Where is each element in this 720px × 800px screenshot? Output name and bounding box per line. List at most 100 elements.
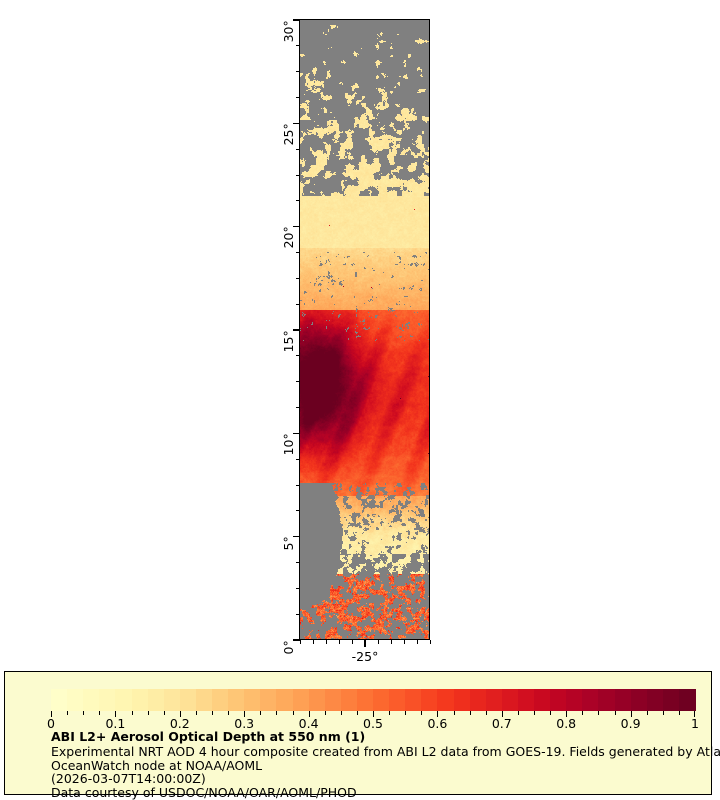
colorbar-minor-tick: [228, 711, 230, 715]
colorbar-segment: [179, 689, 197, 711]
y-axis-minor-tick: [296, 174, 300, 176]
colorbar-minor-tick: [131, 711, 133, 715]
x-axis-minor-tick: [416, 640, 418, 644]
y-axis-minor-tick: [296, 587, 300, 589]
y-axis-tick-label: 5°: [280, 536, 296, 551]
colorbar-major-tick: [501, 711, 503, 717]
colorbar-segment: [469, 689, 487, 711]
colorbar-major-tick: [437, 711, 439, 717]
y-axis-tick-label: 20°: [280, 226, 296, 249]
colorbar-tick-label: 0: [47, 716, 55, 731]
colorbar-segment: [292, 689, 310, 711]
colorbar-minor-tick: [99, 711, 101, 715]
y-axis-minor-tick: [296, 45, 300, 47]
colorbar-segment: [453, 689, 471, 711]
colorbar-segment: [582, 689, 599, 711]
colorbar-minor-tick: [598, 711, 600, 715]
colorbar-tick-label: 0.6: [427, 716, 448, 731]
y-axis-minor-tick: [296, 381, 300, 383]
colorbar-segment: [356, 689, 374, 711]
x-axis-tick-label: -25°: [351, 649, 379, 664]
y-axis-minor-tick: [296, 613, 300, 615]
x-axis-minor-tick: [338, 640, 340, 644]
colorbar-segment: [421, 689, 438, 711]
colorbar-minor-tick: [421, 711, 423, 715]
colorbar-minor-tick: [260, 711, 262, 715]
colorbar-major-tick: [630, 711, 632, 717]
x-axis-major-tick: [364, 640, 366, 647]
y-axis-major-tick: [293, 639, 300, 641]
x-axis-minor-tick: [299, 640, 301, 644]
colorbar-minor-tick: [195, 711, 197, 715]
colorbar-major-tick: [179, 711, 181, 717]
y-axis-minor-tick: [296, 148, 300, 150]
y-axis-minor-tick: [296, 252, 300, 253]
colorbar-segment: [51, 689, 68, 711]
x-axis-minor-tick: [351, 640, 353, 644]
x-axis-minor-tick: [325, 640, 327, 644]
colorbar-segment: [308, 689, 326, 711]
y-axis-tick-label: 10°: [280, 433, 296, 456]
x-axis-minor-tick: [312, 640, 314, 644]
colorbar-segment: [195, 689, 213, 711]
colorbar-major-tick: [694, 711, 695, 717]
legend-description-line-2: OceanWatch node at NOAA/AOML: [51, 757, 263, 773]
colorbar-gradient: [51, 689, 696, 711]
colorbar-segment: [630, 689, 648, 711]
y-axis-minor-tick: [296, 355, 300, 357]
colorbar-tick-label: 0.2: [169, 716, 190, 731]
y-axis-minor-tick: [296, 303, 300, 305]
colorbar-minor-tick: [276, 711, 278, 715]
colorbar-minor-tick: [405, 711, 407, 715]
colorbar-segment: [646, 689, 664, 711]
y-axis-tick-label: 0°: [280, 640, 296, 655]
colorbar-segment: [485, 689, 503, 711]
colorbar: 0 0.1 0.2 0.3 0.4 0.5 0.6 0.7 0.8 0.9 1: [47, 689, 699, 730]
colorbar-minor-tick: [67, 711, 69, 715]
y-axis-minor-tick: [296, 510, 300, 512]
y-axis-major-tick: [293, 225, 300, 228]
colorbar-minor-tick: [389, 711, 391, 715]
colorbar-minor-tick: [662, 711, 664, 715]
y-axis-minor-tick: [296, 97, 300, 98]
colorbar-minor-tick: [292, 711, 294, 715]
y-axis-minor-tick: [296, 277, 300, 279]
colorbar-minor-tick: [550, 711, 552, 715]
legend-description-line-1: Experimental NRT AOD 4 hour composite cr…: [51, 744, 720, 759]
y-axis-minor-tick: [296, 407, 300, 408]
colorbar-segment: [534, 689, 551, 711]
colorbar-minor-tick: [324, 711, 326, 715]
colorbar-major-tick: [244, 711, 246, 717]
colorbar-major-tick: [373, 711, 374, 717]
colorbar-major-tick: [51, 711, 52, 717]
map-panel: 0° 5° 10° 15° 20° 25° 30° -25°: [281, 18, 431, 663]
y-axis-major-tick: [293, 535, 300, 538]
y-axis-minor-tick: [296, 562, 300, 563]
y-axis-major-tick: [293, 122, 300, 125]
y-axis-major-tick: [293, 432, 300, 435]
colorbar-segment: [340, 689, 358, 711]
legend-description-line-4: Data courtesy of USDOC/NOAA/OAR/AOML/PHO…: [51, 784, 357, 800]
legend-caption: ABI L2+ Aerosol Optical Depth at 550 nm …: [51, 730, 720, 800]
y-axis-major-tick: [293, 19, 300, 21]
colorbar-minor-tick: [356, 711, 358, 715]
colorbar-segment: [566, 689, 583, 711]
colorbar-segment: [324, 689, 342, 711]
colorbar-segment: [276, 689, 294, 711]
colorbar-segment: [212, 689, 229, 711]
colorbar-minor-tick: [678, 711, 680, 715]
colorbar-tick-label: 0.5: [363, 716, 383, 731]
colorbar-segment: [389, 689, 406, 711]
colorbar-tick-label: 1: [691, 716, 699, 731]
colorbar-minor-tick: [212, 711, 213, 715]
legend-box: 0 0.1 0.2 0.3 0.4 0.5 0.6 0.7 0.8 0.9 1 ABI L2+ Ae…: [4, 671, 720, 799]
legend-description-line-3: (2026-03-07T14:00:00Z): [51, 771, 206, 786]
colorbar-tick-label: 0.4: [298, 716, 319, 731]
colorbar-tick-label: 0.8: [556, 716, 577, 731]
y-axis-minor-tick: [296, 71, 300, 73]
colorbar-segment: [260, 689, 277, 711]
colorbar-minor-tick: [646, 711, 648, 715]
colorbar-segment: [405, 689, 422, 711]
colorbar-segment: [67, 689, 84, 711]
y-axis-tick-label: 30°: [280, 20, 296, 43]
